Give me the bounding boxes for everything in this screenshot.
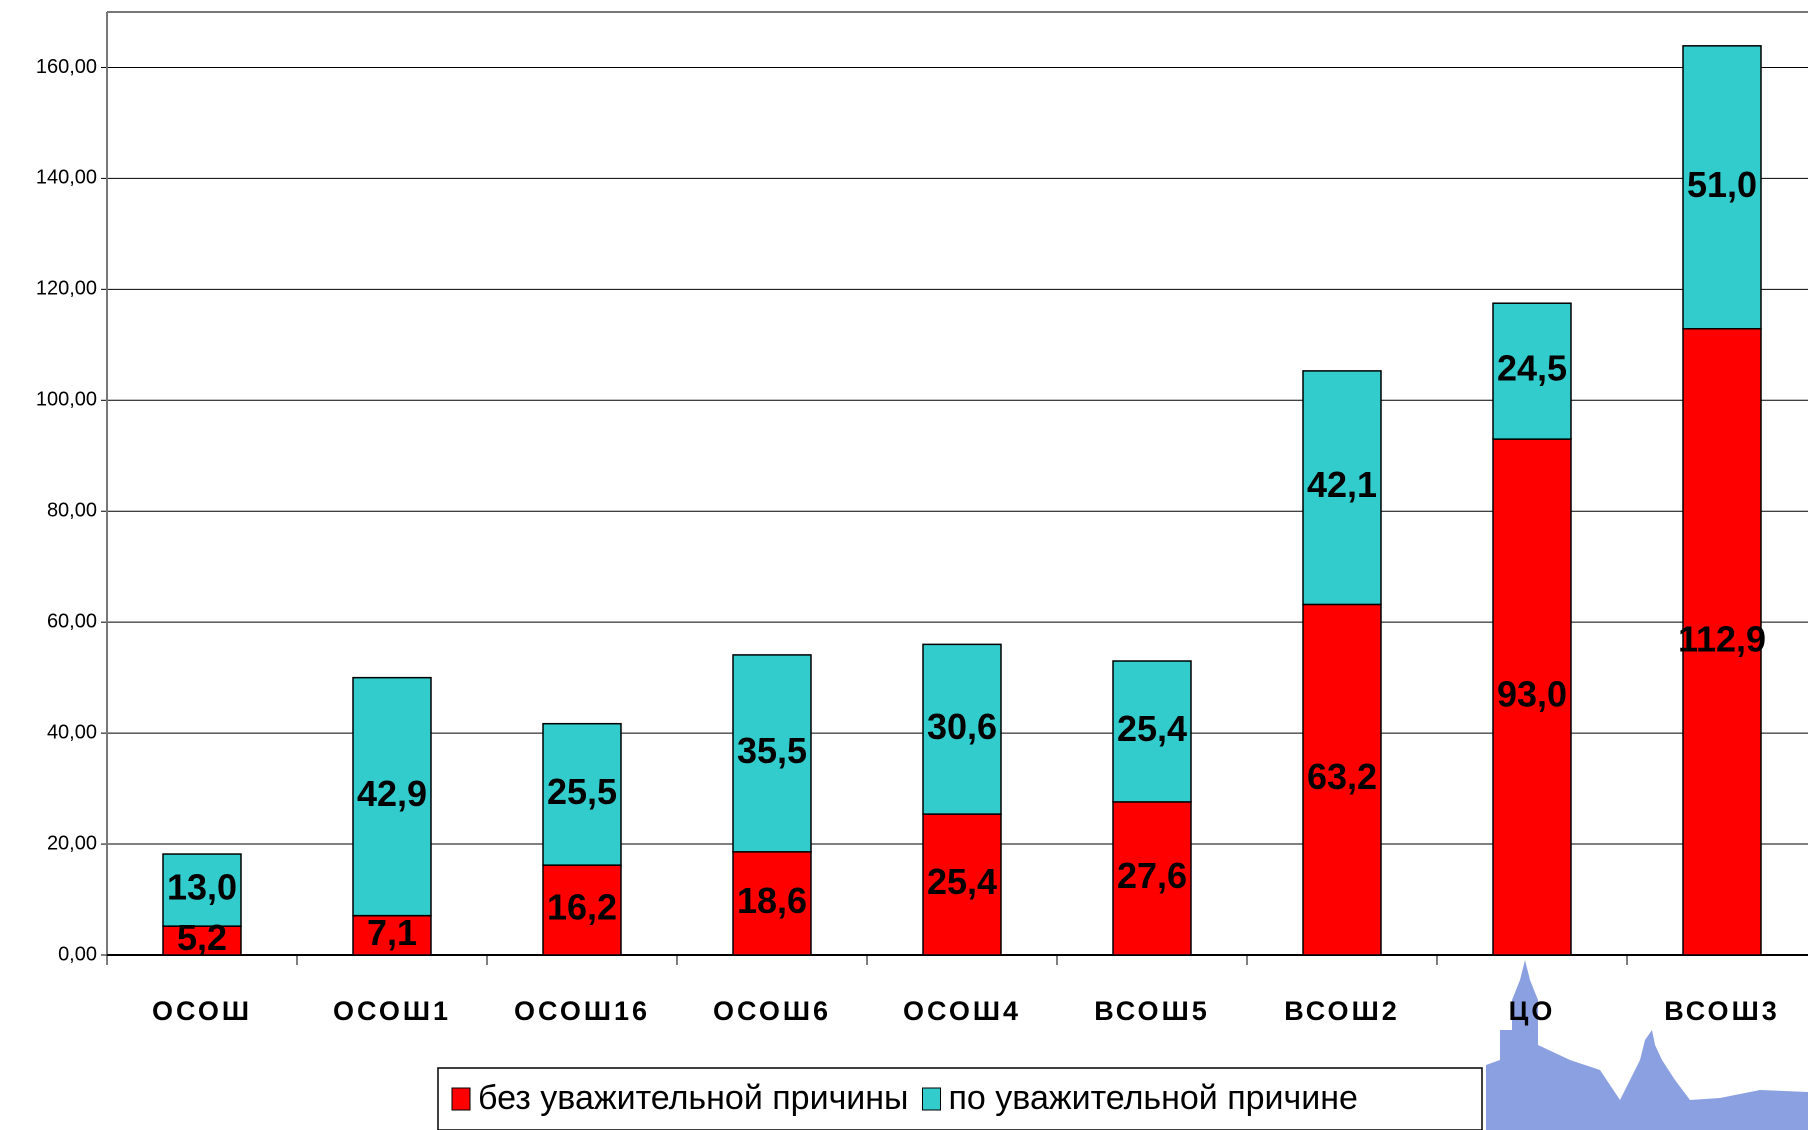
y-tick-label: 120,00 <box>36 278 97 300</box>
bar-segment <box>542 722 622 866</box>
y-tick-label: 140,00 <box>36 167 97 189</box>
data-label: 35,5 <box>737 730 807 771</box>
x-tick-label: ВСОШ5 <box>1094 996 1209 1026</box>
legend-label: без уважительной причины <box>478 1079 909 1117</box>
bar-segment <box>922 813 1002 956</box>
y-tick-label: 80,00 <box>47 500 97 522</box>
bar-segment <box>352 676 432 917</box>
legend-box <box>437 1067 1483 1130</box>
bar-segment <box>1112 660 1192 803</box>
y-tick-label: 40,00 <box>47 721 97 743</box>
legend-swatch <box>451 1087 471 1111</box>
bar-segment <box>542 864 622 956</box>
x-tick-label: ОСОШ6 <box>713 996 831 1026</box>
data-label: 51,0 <box>1687 164 1757 205</box>
bar-segment <box>1112 801 1192 956</box>
data-label: 24,5 <box>1497 348 1567 389</box>
data-label: 27,6 <box>1117 855 1187 896</box>
y-tick-label: 160,00 <box>36 56 97 78</box>
data-label: 7,1 <box>367 912 417 953</box>
data-label: 5,2 <box>177 917 227 958</box>
data-label: 18,6 <box>737 880 807 921</box>
bar-segment <box>1492 438 1572 956</box>
y-tick-label: 60,00 <box>47 610 97 632</box>
y-tick-label: 100,00 <box>36 389 97 411</box>
bar-segment <box>162 853 242 927</box>
data-label: 112,9 <box>1678 618 1766 659</box>
bar-segment <box>732 654 812 853</box>
data-label: 25,5 <box>547 771 617 812</box>
bar-segment <box>352 914 432 956</box>
data-label: 42,1 <box>1307 464 1377 505</box>
data-label: 25,4 <box>1117 708 1187 749</box>
bar-segment <box>1302 603 1382 956</box>
y-tick-label: 0,00 <box>58 943 97 965</box>
bar-segment <box>1302 370 1382 606</box>
legend-swatch <box>922 1087 941 1111</box>
x-tick-label: ОСОШ16 <box>514 996 650 1026</box>
city-silhouette <box>1486 960 1808 1130</box>
x-tick-label: ВСОШ2 <box>1284 996 1399 1026</box>
y-tick-label: 20,00 <box>47 832 97 854</box>
data-label: 42,9 <box>357 773 427 814</box>
bar-segment <box>732 851 812 956</box>
data-label: 30,6 <box>927 706 997 747</box>
data-label: 25,4 <box>927 861 997 902</box>
data-label: 13,0 <box>167 867 237 908</box>
bar-segment <box>1492 302 1572 440</box>
bar-segment <box>1682 45 1762 330</box>
data-label: 16,2 <box>547 887 617 928</box>
bar-segment <box>162 925 242 956</box>
legend-label: по уважительной причине <box>949 1079 1358 1117</box>
data-label: 93,0 <box>1497 674 1567 715</box>
x-tick-label: ВСОШ3 <box>1664 996 1779 1026</box>
data-label: 63,2 <box>1307 756 1377 797</box>
x-tick-label: ОСОШ <box>152 996 252 1026</box>
x-tick-label: ЦО <box>1509 996 1556 1026</box>
x-tick-label: ОСОШ4 <box>903 996 1021 1026</box>
bar-segment <box>922 643 1002 815</box>
x-tick-label: ОСОШ1 <box>333 996 451 1026</box>
